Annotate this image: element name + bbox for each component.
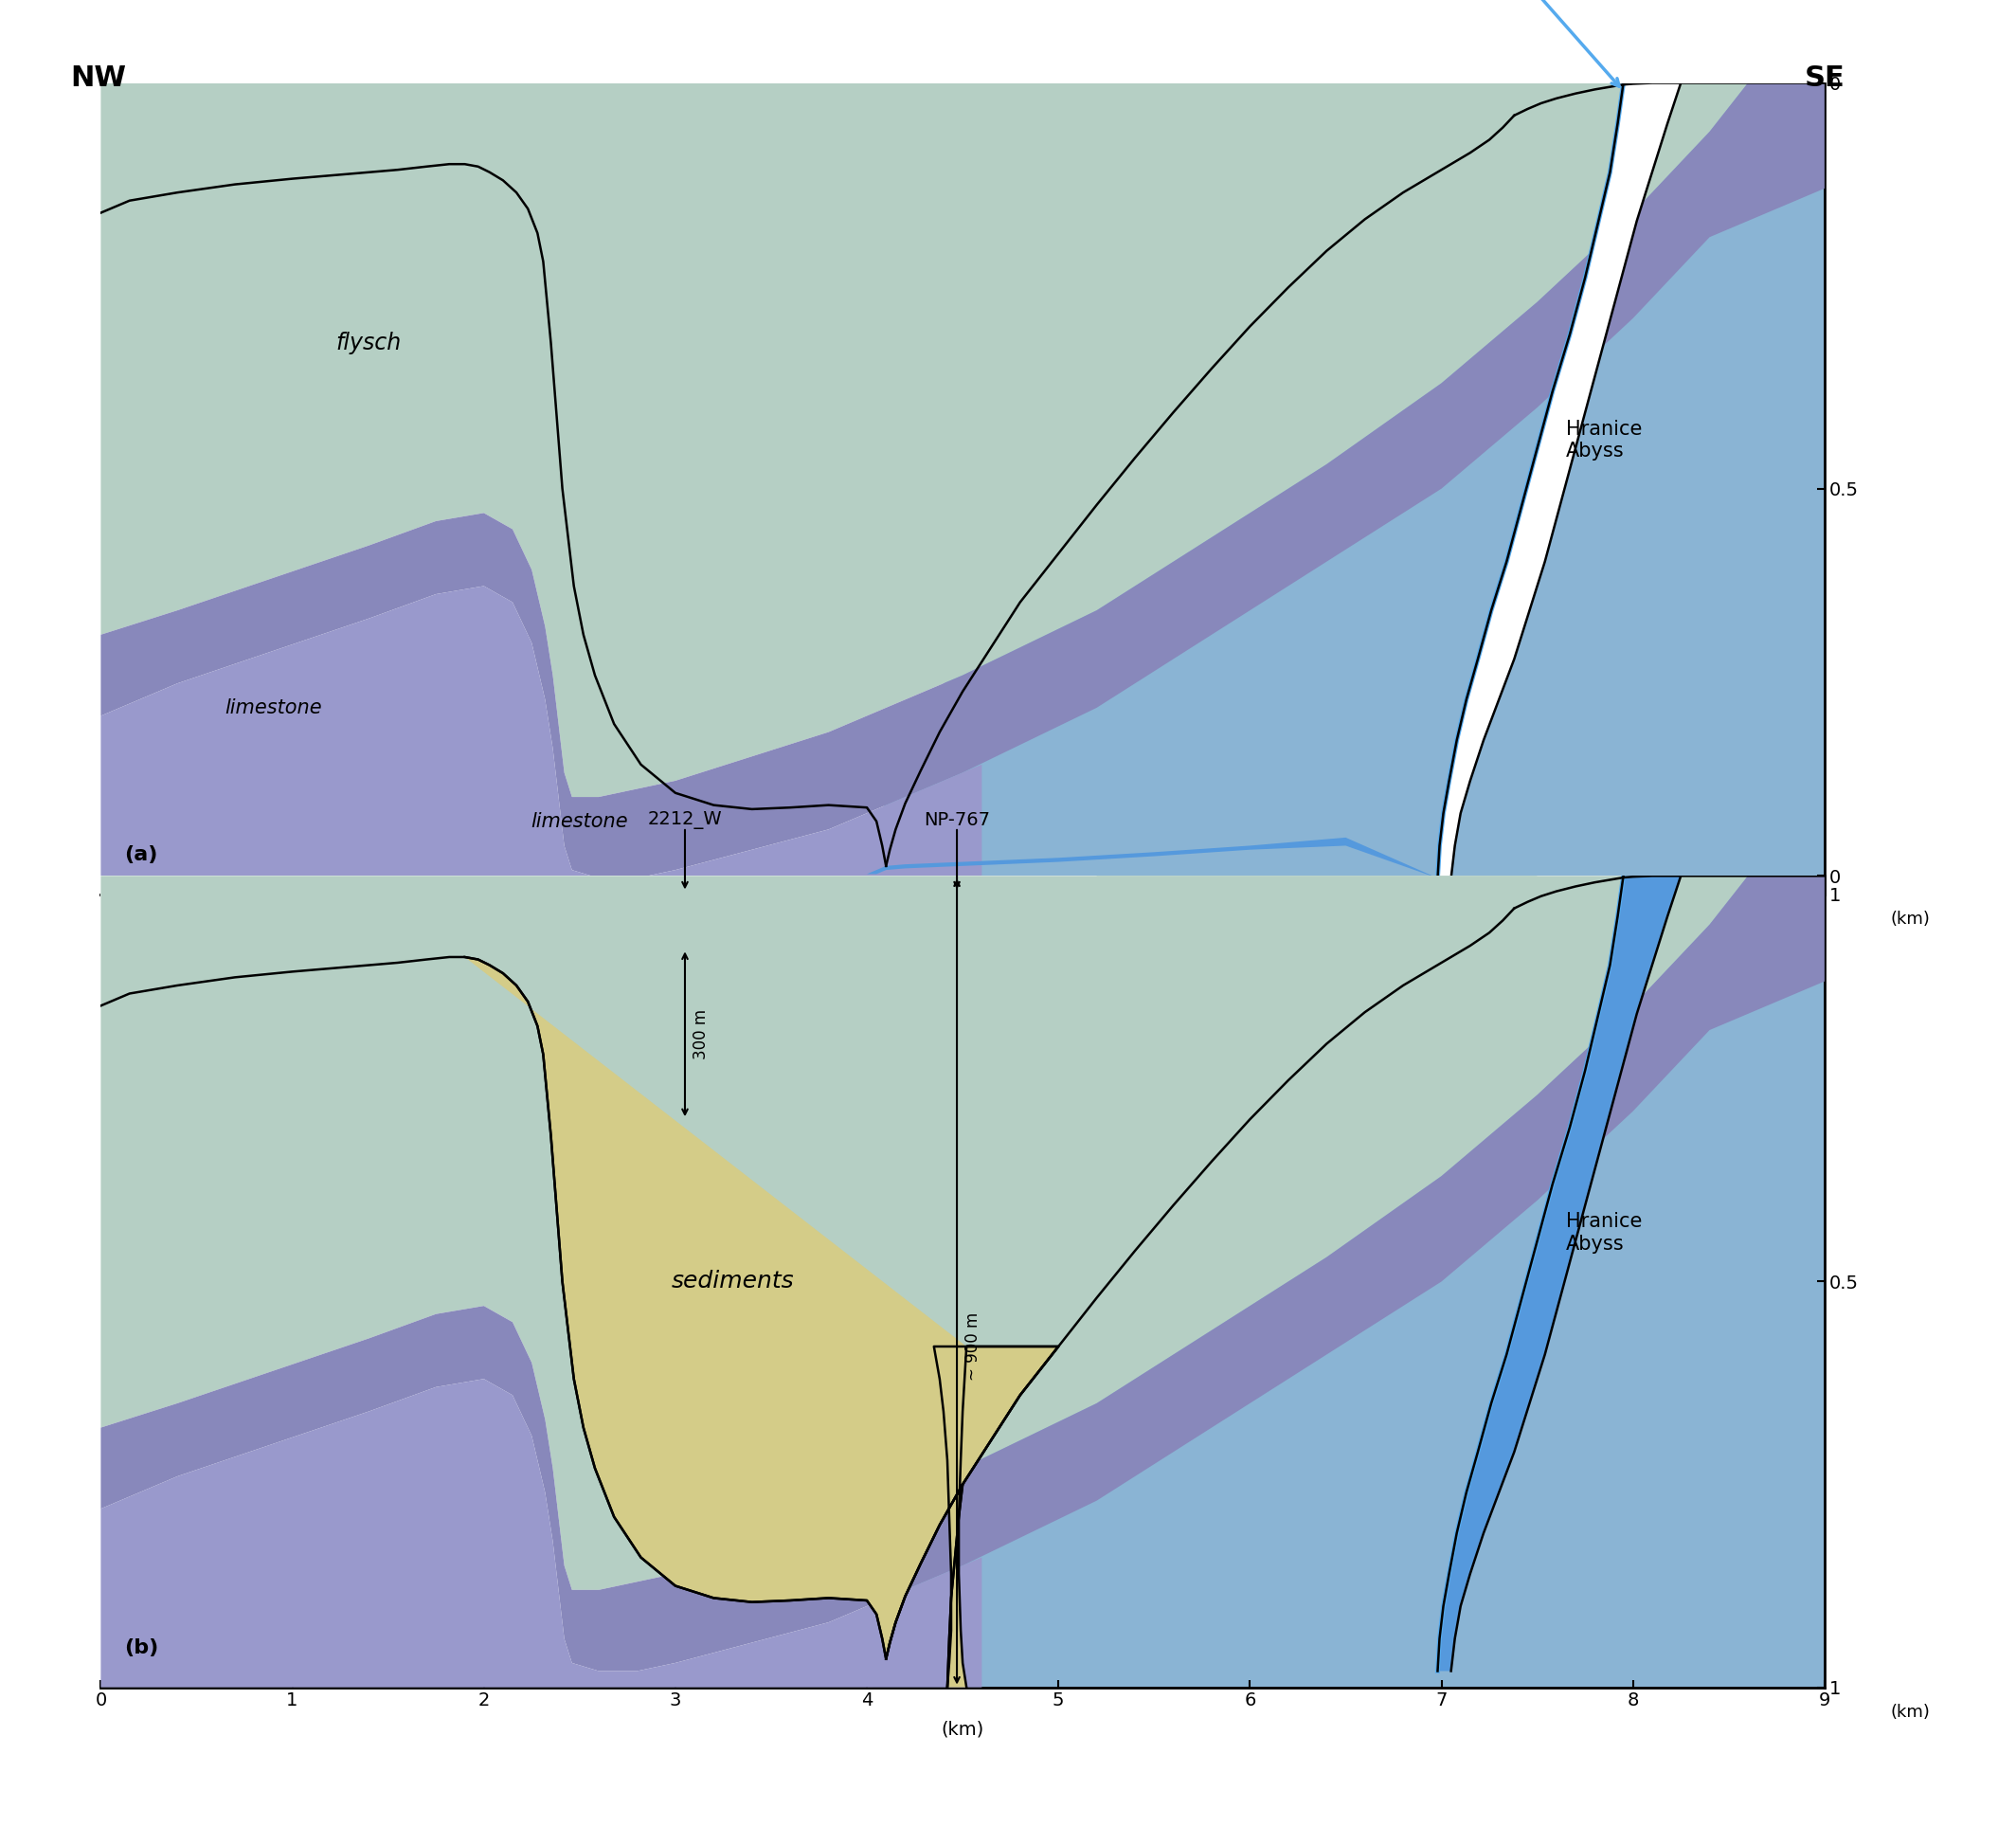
Polygon shape <box>1097 83 1538 441</box>
Text: 300 m: 300 m <box>694 1009 710 1058</box>
Polygon shape <box>1097 876 1538 1234</box>
Polygon shape <box>867 837 1437 878</box>
X-axis label: (km): (km) <box>941 1720 984 1739</box>
Text: (a): (a) <box>123 846 157 865</box>
Polygon shape <box>101 83 1748 797</box>
Text: 2212_W: 2212_W <box>647 811 722 830</box>
Polygon shape <box>101 876 1748 1590</box>
Polygon shape <box>101 586 982 894</box>
Text: Hranice
Abyss: Hranice Abyss <box>1566 420 1643 461</box>
Polygon shape <box>101 1379 982 1687</box>
Text: sediments: sediments <box>671 1271 794 1293</box>
Text: NP-767: NP-767 <box>923 811 990 830</box>
Polygon shape <box>101 876 1824 1671</box>
Text: NW: NW <box>71 65 127 92</box>
Text: Hranice
Abyss: Hranice Abyss <box>1566 1213 1643 1254</box>
Text: (b): (b) <box>123 1639 157 1658</box>
Polygon shape <box>464 957 1058 1687</box>
Text: water inflow: water inflow <box>1460 0 1619 87</box>
Text: ~ 900 m: ~ 900 m <box>964 1313 982 1381</box>
Polygon shape <box>1437 876 1681 1671</box>
Text: (km): (km) <box>1891 911 1931 928</box>
Text: SE: SE <box>1804 65 1845 92</box>
Polygon shape <box>101 876 1824 1687</box>
Text: flysch: flysch <box>337 332 401 354</box>
Text: limestone: limestone <box>224 699 323 717</box>
Text: limestone: limestone <box>530 811 629 832</box>
Polygon shape <box>1437 83 1681 878</box>
Text: (km): (km) <box>1891 1704 1931 1720</box>
Polygon shape <box>101 83 1824 878</box>
Polygon shape <box>101 83 1824 894</box>
